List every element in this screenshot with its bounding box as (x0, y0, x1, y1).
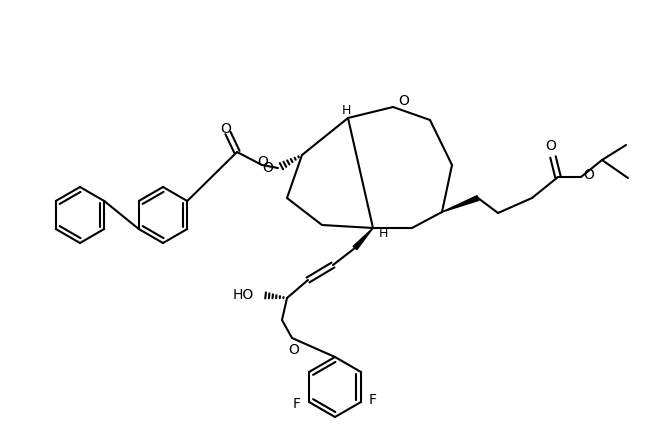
Text: O: O (546, 139, 556, 153)
Text: HO: HO (233, 288, 254, 302)
Text: O: O (257, 155, 268, 169)
Polygon shape (353, 228, 373, 250)
Text: H: H (341, 103, 351, 116)
Text: O: O (262, 161, 273, 175)
Polygon shape (442, 196, 479, 212)
Text: O: O (398, 94, 409, 108)
Text: H: H (378, 227, 388, 240)
Text: O: O (288, 343, 300, 357)
Text: F: F (293, 397, 301, 411)
Text: O: O (583, 168, 594, 182)
Text: F: F (369, 393, 377, 407)
Text: O: O (220, 122, 231, 136)
